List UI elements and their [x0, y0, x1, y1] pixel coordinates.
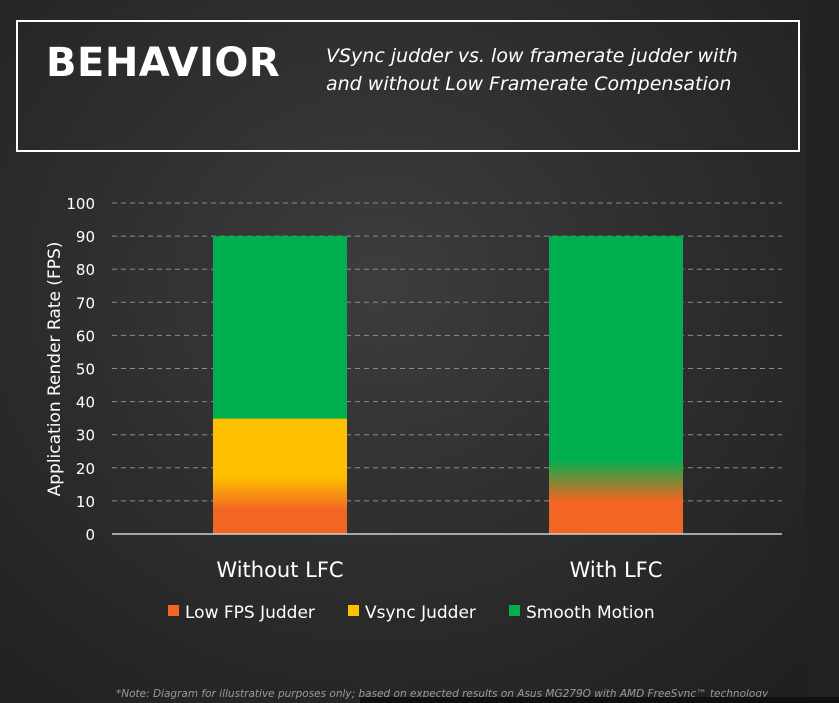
- slide-subtitle: VSync judder vs. low framerate judder wi…: [326, 45, 738, 95]
- slide-title: BEHAVIOR: [46, 40, 281, 86]
- y-tick-label: 40: [76, 394, 95, 412]
- header-box: [16, 20, 800, 152]
- y-tick-label: 30: [76, 427, 95, 445]
- legend-swatch: [348, 605, 359, 616]
- legend-label: Low FPS Judder: [185, 603, 315, 623]
- bar-segment-smooth-motion: [549, 236, 683, 436]
- y-tick-label: 50: [76, 361, 95, 379]
- bottom-edge-strip: [360, 697, 839, 703]
- legend-label: Smooth Motion: [526, 603, 655, 623]
- y-tick-label: 10: [76, 493, 95, 511]
- right-edge-strip: [806, 0, 839, 703]
- bar-segment-smooth-motion: [213, 236, 347, 419]
- y-tick-label: 100: [66, 195, 95, 213]
- bar-segment-judder-without-lfc: [213, 418, 347, 534]
- y-tick-label: 60: [76, 327, 95, 345]
- legend-label: Vsync Judder: [365, 603, 476, 623]
- y-tick-label: 70: [76, 294, 95, 312]
- y-tick-label: 80: [76, 261, 95, 279]
- x-category-label: With LFC: [570, 558, 663, 582]
- legend-swatch: [168, 605, 179, 616]
- y-axis-label: Application Render Rate (FPS): [45, 242, 65, 497]
- legend-swatch: [509, 605, 520, 616]
- y-tick-label: 90: [76, 228, 95, 246]
- y-tick-label: 0: [85, 526, 95, 544]
- y-tick-label: 20: [76, 460, 95, 478]
- x-category-label: Without LFC: [216, 558, 343, 582]
- bar-segment-low-fps-judder-with-lfc: [549, 434, 683, 534]
